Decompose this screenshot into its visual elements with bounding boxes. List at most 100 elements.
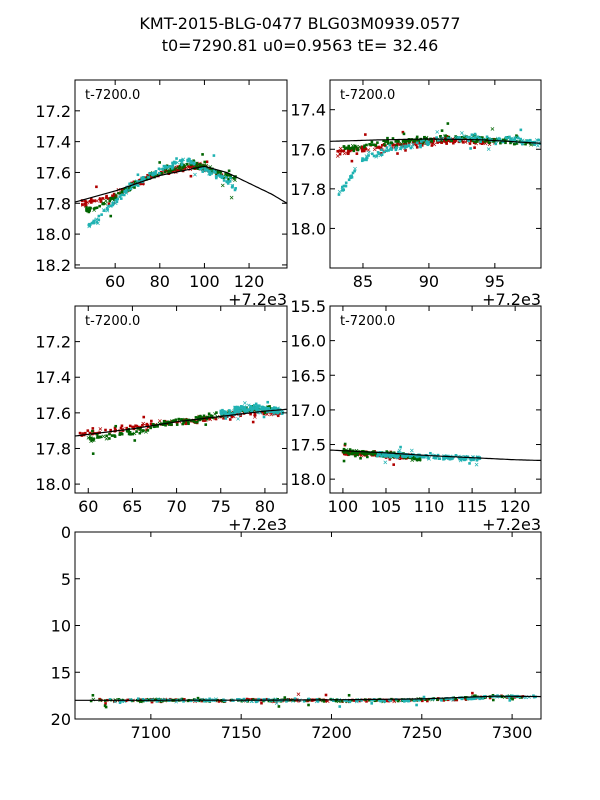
- data-point-cyan: [432, 456, 436, 460]
- data-point-red: [239, 414, 242, 418]
- data-point-red: [415, 143, 418, 147]
- data-point-red: [99, 200, 103, 203]
- data-point-green: [195, 161, 199, 165]
- data-point-green: [412, 456, 416, 460]
- data-point-green: [85, 208, 88, 211]
- data-point-green: [511, 697, 514, 701]
- data-point-green: [178, 165, 182, 168]
- data-point-cyan: [519, 128, 523, 132]
- data-point-green: [149, 426, 152, 430]
- data-point-green: [447, 135, 451, 139]
- data-point-green: [108, 432, 111, 436]
- data-point-cyan: [422, 695, 426, 699]
- data-point-cyan: [436, 453, 440, 457]
- data-point-cyan: [214, 171, 217, 174]
- data-point-green: [91, 452, 95, 455]
- plot-area-5: [75, 691, 541, 709]
- data-point-red: [142, 415, 146, 419]
- data-point-red: [107, 202, 111, 206]
- data-point-green: [180, 418, 183, 421]
- data-point-cyan: [525, 139, 529, 142]
- x-tick-label-4: 115: [457, 497, 488, 516]
- data-point-red: [188, 165, 191, 169]
- data-point-green: [195, 420, 199, 424]
- data-point-cyan: [189, 161, 193, 165]
- data-point-cyan: [100, 213, 103, 216]
- data-point-green: [170, 423, 173, 426]
- data-point-green: [372, 143, 375, 147]
- data-point-green: [277, 705, 281, 708]
- data-point-cyan: [448, 457, 452, 461]
- data-point-green: [201, 153, 204, 156]
- data-point-cyan: [390, 454, 393, 457]
- model-curve-2: [330, 138, 541, 144]
- data-point-cyan: [337, 189, 342, 194]
- data-point-red: [120, 188, 124, 191]
- data-point-green: [356, 453, 359, 457]
- data-point-cyan: [409, 448, 414, 453]
- data-point-green: [229, 195, 234, 200]
- data-point-red: [84, 199, 87, 203]
- data-point-green: [233, 176, 236, 179]
- data-point-red: [184, 422, 187, 426]
- data-point-green: [198, 164, 202, 167]
- data-point-cyan: [509, 138, 512, 142]
- data-point-cyan: [254, 402, 258, 406]
- data-point-cyan: [118, 195, 122, 198]
- data-point-red: [146, 174, 149, 177]
- data-point-green: [509, 696, 513, 700]
- data-point-cyan: [92, 220, 95, 224]
- data-point-cyan: [453, 135, 458, 140]
- data-point-red: [251, 420, 255, 424]
- data-point-cyan: [465, 135, 469, 139]
- data-point-red: [128, 424, 132, 428]
- data-point-green: [386, 142, 390, 145]
- data-point-cyan: [467, 139, 470, 143]
- data-point-cyan: [365, 156, 369, 160]
- data-point-green: [174, 418, 178, 422]
- x-tick-label-3: 60: [78, 497, 98, 516]
- data-point-cyan: [471, 455, 475, 459]
- data-point-cyan: [517, 136, 520, 140]
- data-point-red: [135, 424, 139, 428]
- data-point-green: [364, 451, 367, 455]
- data-point-green: [222, 176, 225, 180]
- data-point-cyan: [228, 409, 231, 412]
- data-point-red: [338, 146, 343, 151]
- data-point-green: [114, 196, 118, 200]
- data-point-red: [362, 149, 366, 153]
- data-point-cyan: [239, 409, 242, 413]
- data-point-cyan: [141, 698, 145, 701]
- data-point-red: [93, 199, 96, 203]
- data-point-red: [464, 137, 468, 140]
- data-point-cyan: [172, 160, 176, 164]
- data-point-cyan: [349, 176, 352, 180]
- x-tick-label-2: 85: [353, 272, 373, 291]
- data-point-green: [168, 420, 171, 424]
- data-point-cyan: [468, 135, 471, 139]
- data-point-cyan: [108, 204, 113, 209]
- data-point-green: [348, 448, 352, 451]
- data-point-cyan: [472, 458, 475, 462]
- data-point-red: [447, 139, 450, 143]
- data-point-cyan: [214, 175, 218, 178]
- data-point-red: [341, 149, 344, 153]
- data-point-red: [376, 146, 379, 149]
- data-point-cyan: [219, 409, 223, 413]
- data-point-cyan: [532, 695, 536, 699]
- data-point-cyan: [466, 697, 470, 701]
- data-point-red: [84, 431, 87, 435]
- data-point-cyan: [259, 407, 263, 410]
- data-point-cyan: [478, 137, 482, 140]
- data-point-green: [362, 452, 366, 456]
- axes-frame-5: [74, 531, 542, 720]
- data-point-red: [150, 419, 153, 423]
- data-point-red: [86, 429, 90, 432]
- data-point-green: [370, 451, 373, 455]
- data-point-cyan: [193, 172, 197, 177]
- data-point-green: [86, 209, 89, 213]
- data-point-cyan: [409, 454, 413, 457]
- data-point-green: [117, 698, 120, 701]
- data-point-cyan: [519, 137, 522, 141]
- data-point-cyan: [182, 700, 185, 703]
